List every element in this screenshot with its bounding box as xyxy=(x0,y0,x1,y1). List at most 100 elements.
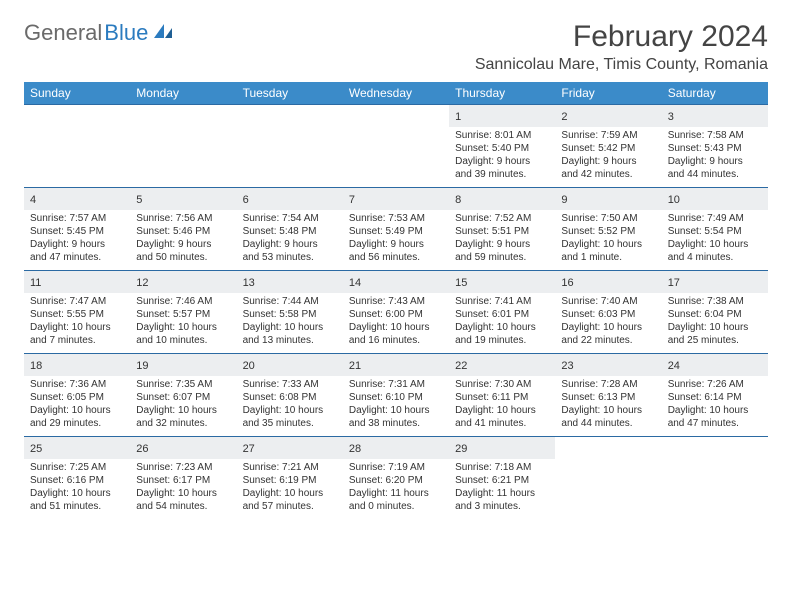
sunset-line: Sunset: 5:51 PM xyxy=(455,225,549,238)
sunset-line: Sunset: 6:19 PM xyxy=(243,474,337,487)
day-number: 7 xyxy=(349,194,355,206)
day-number: 25 xyxy=(30,443,42,455)
sunset-line: Sunset: 5:45 PM xyxy=(30,225,124,238)
daylight-line: Daylight: 10 hours and 16 minutes. xyxy=(349,321,443,347)
day-number: 22 xyxy=(455,360,467,372)
day-number: 24 xyxy=(668,360,680,372)
weekday-header: Friday xyxy=(555,82,661,105)
sunset-line: Sunset: 6:20 PM xyxy=(349,474,443,487)
month-title: February 2024 xyxy=(475,20,768,54)
location-subtitle: Sannicolau Mare, Timis County, Romania xyxy=(475,56,768,74)
daylight-line: Daylight: 10 hours and 38 minutes. xyxy=(349,404,443,430)
sunrise-line: Sunrise: 7:54 AM xyxy=(243,212,337,225)
sunrise-line: Sunrise: 7:33 AM xyxy=(243,378,337,391)
daylight-line: Daylight: 10 hours and 7 minutes. xyxy=(30,321,124,347)
calendar-day-cell: 12 Sunrise: 7:46 AMSunset: 5:57 PMDayligh… xyxy=(130,271,236,354)
day-number: 3 xyxy=(668,111,674,123)
sunset-line: Sunset: 5:57 PM xyxy=(136,308,230,321)
calendar-day-cell xyxy=(237,105,343,188)
day-details: Sunrise: 7:35 AMSunset: 6:07 PMDaylight:… xyxy=(130,376,236,434)
day-number: 18 xyxy=(30,360,42,372)
sunrise-line: Sunrise: 7:19 AM xyxy=(349,461,443,474)
sunrise-line: Sunrise: 7:58 AM xyxy=(668,129,762,142)
sunrise-line: Sunrise: 7:41 AM xyxy=(455,295,549,308)
day-number: 4 xyxy=(30,194,36,206)
day-number: 19 xyxy=(136,360,148,372)
sunset-line: Sunset: 6:10 PM xyxy=(349,391,443,404)
calendar-day-cell: 21Sunrise: 7:31 AMSunset: 6:10 PMDayligh… xyxy=(343,354,449,437)
day-details: Sunrise: 7:31 AMSunset: 6:10 PMDaylight:… xyxy=(343,376,449,434)
day-details: Sunrise: 8:01 AMSunset: 5:40 PMDaylight:… xyxy=(449,127,555,185)
day-details: Sunrise: 7:50 AMSunset: 5:52 PMDaylight:… xyxy=(555,210,661,268)
daylight-line: Daylight: 10 hours and 22 minutes. xyxy=(561,321,655,347)
day-number: 11 xyxy=(30,277,41,289)
day-number: 6 xyxy=(243,194,249,206)
sunrise-line: Sunrise: 7:28 AM xyxy=(561,378,655,391)
day-number: 8 xyxy=(455,194,461,206)
day-details: Sunrise: 7:21 AMSunset: 6:19 PMDaylight:… xyxy=(237,459,343,517)
sunrise-line: Sunrise: 7:25 AM xyxy=(30,461,124,474)
weekday-header: Tuesday xyxy=(237,82,343,105)
sunset-line: Sunset: 6:11 PM xyxy=(455,391,549,404)
day-details: Sunrise: 7:49 AMSunset: 5:54 PMDaylight:… xyxy=(662,210,768,268)
sunrise-line: Sunrise: 7:18 AM xyxy=(455,461,549,474)
sunset-line: Sunset: 6:01 PM xyxy=(455,308,549,321)
daylight-line: Daylight: 10 hours and 57 minutes. xyxy=(243,487,337,513)
day-details: Sunrise: 7:53 AMSunset: 5:49 PMDaylight:… xyxy=(343,210,449,268)
logo-sail-icon xyxy=(152,22,174,45)
calendar-day-cell: 10Sunrise: 7:49 AMSunset: 5:54 PMDayligh… xyxy=(662,188,768,271)
daylight-line: Daylight: 10 hours and 32 minutes. xyxy=(136,404,230,430)
day-number: 12 xyxy=(136,277,148,289)
day-number: 5 xyxy=(136,194,142,206)
sunset-line: Sunset: 6:07 PM xyxy=(136,391,230,404)
sunset-line: Sunset: 5:43 PM xyxy=(668,142,762,155)
day-number: 14 xyxy=(349,277,361,289)
daylight-line: Daylight: 10 hours and 25 minutes. xyxy=(668,321,762,347)
day-details: Sunrise: 7:58 AMSunset: 5:43 PMDaylight:… xyxy=(662,127,768,185)
daylight-line: Daylight: 10 hours and 1 minute. xyxy=(561,238,655,264)
sunrise-line: Sunrise: 7:53 AM xyxy=(349,212,443,225)
calendar-day-cell xyxy=(24,105,130,188)
calendar-day-cell: 4 Sunrise: 7:57 AMSunset: 5:45 PMDaylight… xyxy=(24,188,130,271)
sunset-line: Sunset: 5:55 PM xyxy=(30,308,124,321)
logo-text-2: Blue xyxy=(104,20,148,46)
sunrise-line: Sunrise: 7:21 AM xyxy=(243,461,337,474)
day-details: Sunrise: 7:56 AMSunset: 5:46 PMDaylight:… xyxy=(130,210,236,268)
day-details: Sunrise: 7:59 AMSunset: 5:42 PMDaylight:… xyxy=(555,127,661,185)
sunset-line: Sunset: 6:04 PM xyxy=(668,308,762,321)
day-details: Sunrise: 7:57 AMSunset: 5:45 PMDaylight:… xyxy=(24,210,130,268)
title-block: February 2024 Sannicolau Mare, Timis Cou… xyxy=(475,20,768,74)
day-details: Sunrise: 7:30 AMSunset: 6:11 PMDaylight:… xyxy=(449,376,555,434)
daylight-line: Daylight: 9 hours and 44 minutes. xyxy=(668,155,762,181)
day-details: Sunrise: 7:25 AMSunset: 6:16 PMDaylight:… xyxy=(24,459,130,517)
sunrise-line: Sunrise: 7:47 AM xyxy=(30,295,124,308)
sunrise-line: Sunrise: 7:23 AM xyxy=(136,461,230,474)
daylight-line: Daylight: 9 hours and 50 minutes. xyxy=(136,238,230,264)
daylight-line: Daylight: 10 hours and 4 minutes. xyxy=(668,238,762,264)
sunrise-line: Sunrise: 7:26 AM xyxy=(668,378,762,391)
sunrise-line: Sunrise: 7:40 AM xyxy=(561,295,655,308)
calendar-day-cell xyxy=(555,437,661,520)
day-number: 28 xyxy=(349,443,361,455)
day-details: Sunrise: 7:28 AMSunset: 6:13 PMDaylight:… xyxy=(555,376,661,434)
sunset-line: Sunset: 6:08 PM xyxy=(243,391,337,404)
sunrise-line: Sunrise: 7:38 AM xyxy=(668,295,762,308)
sunset-line: Sunset: 6:21 PM xyxy=(455,474,549,487)
sunrise-line: Sunrise: 7:35 AM xyxy=(136,378,230,391)
calendar-week-row: 1 Sunrise: 8:01 AMSunset: 5:40 PMDaylight… xyxy=(24,105,768,188)
daylight-line: Daylight: 11 hours and 3 minutes. xyxy=(455,487,549,513)
calendar-body: 1 Sunrise: 8:01 AMSunset: 5:40 PMDaylight… xyxy=(24,105,768,520)
calendar-day-cell: 23Sunrise: 7:28 AMSunset: 6:13 PMDayligh… xyxy=(555,354,661,437)
sunrise-line: Sunrise: 7:59 AM xyxy=(561,129,655,142)
sunset-line: Sunset: 6:03 PM xyxy=(561,308,655,321)
sunrise-line: Sunrise: 7:50 AM xyxy=(561,212,655,225)
weekday-header: Sunday xyxy=(24,82,130,105)
calendar-day-cell xyxy=(130,105,236,188)
day-details: Sunrise: 7:46 AMSunset: 5:57 PMDaylight:… xyxy=(130,293,236,351)
day-number: 1 xyxy=(455,111,461,123)
logo-text-1: General xyxy=(24,20,102,46)
sunrise-line: Sunrise: 7:30 AM xyxy=(455,378,549,391)
sunset-line: Sunset: 5:48 PM xyxy=(243,225,337,238)
calendar-day-cell: 13Sunrise: 7:44 AMSunset: 5:58 PMDayligh… xyxy=(237,271,343,354)
day-number: 16 xyxy=(561,277,573,289)
